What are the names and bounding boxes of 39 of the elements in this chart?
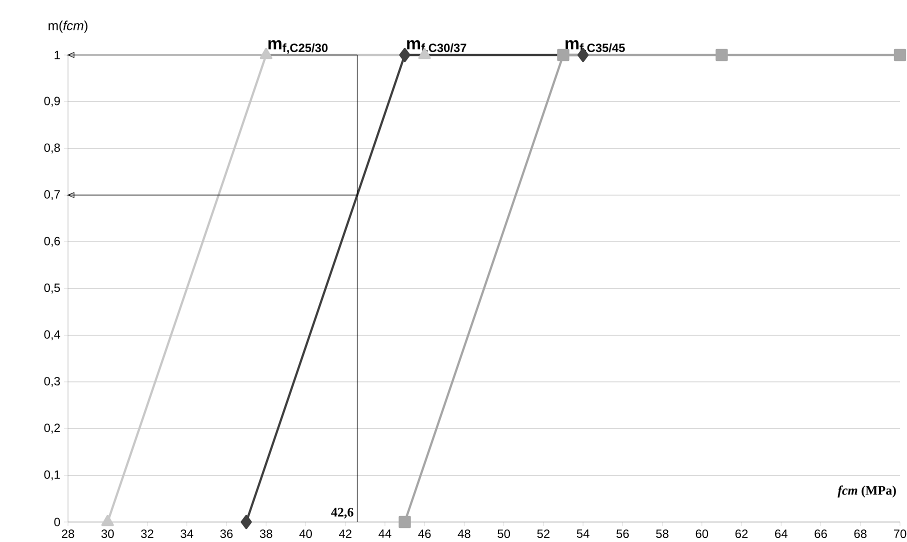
x-tick-label: 58 bbox=[656, 530, 668, 538]
x-tick-label: 30 bbox=[101, 530, 114, 538]
x-tick-label: 44 bbox=[378, 530, 392, 538]
y-tick-label: 0,6 bbox=[44, 236, 60, 247]
x-tick-label: 48 bbox=[458, 530, 470, 538]
x-tick-label: 32 bbox=[141, 530, 154, 538]
y-tick-label: 0,8 bbox=[44, 143, 60, 154]
y-tick-label: 0,1 bbox=[44, 470, 60, 480]
y-tick-label: 0,7 bbox=[44, 190, 60, 200]
x-tick-label: 52 bbox=[537, 530, 550, 538]
series-label: m$_{f,C30/37}$ bbox=[407, 40, 466, 54]
x-tick-label: 68 bbox=[854, 530, 867, 538]
y-tick-label: 0,2 bbox=[44, 424, 60, 434]
x-tick-label: 56 bbox=[616, 530, 629, 538]
y-tick-label: 0,5 bbox=[44, 284, 60, 294]
y-axis-title: m(fcm) bbox=[48, 20, 88, 33]
x-tick-label: 60 bbox=[696, 530, 708, 538]
x-tick-label: 40 bbox=[299, 530, 312, 538]
y-tick-label: 0,9 bbox=[44, 96, 60, 107]
series-label: m$_{f,C25/30}$ bbox=[268, 40, 328, 54]
x-tick-label: 28 bbox=[62, 530, 74, 538]
y-tick-label: 0,4 bbox=[44, 330, 60, 340]
x-tick-label: 70 bbox=[894, 530, 906, 538]
x-tick-label: 62 bbox=[735, 530, 748, 538]
x-tick-label: 50 bbox=[498, 530, 510, 538]
y-tick-label: 1 bbox=[54, 50, 60, 60]
series-label: m$_{f,C35/45}$ bbox=[566, 40, 625, 54]
x-tick-label: 34 bbox=[180, 530, 194, 538]
x-axis-title: fcm (MPa) bbox=[838, 486, 896, 498]
x-tick-label: 46 bbox=[418, 530, 431, 538]
x-tick-label: 36 bbox=[220, 530, 233, 538]
x-tick-label: 66 bbox=[814, 530, 827, 538]
y-tick-label: 0 bbox=[54, 518, 60, 526]
x-tick-label: 64 bbox=[775, 530, 788, 538]
x-tick-label: 42 bbox=[338, 530, 352, 538]
y-tick-label: 0,3 bbox=[44, 376, 60, 387]
x-tick-label: 38 bbox=[260, 530, 272, 538]
x-tick-label: 54 bbox=[576, 530, 590, 538]
ref-line-label: 42,6 bbox=[331, 508, 354, 518]
